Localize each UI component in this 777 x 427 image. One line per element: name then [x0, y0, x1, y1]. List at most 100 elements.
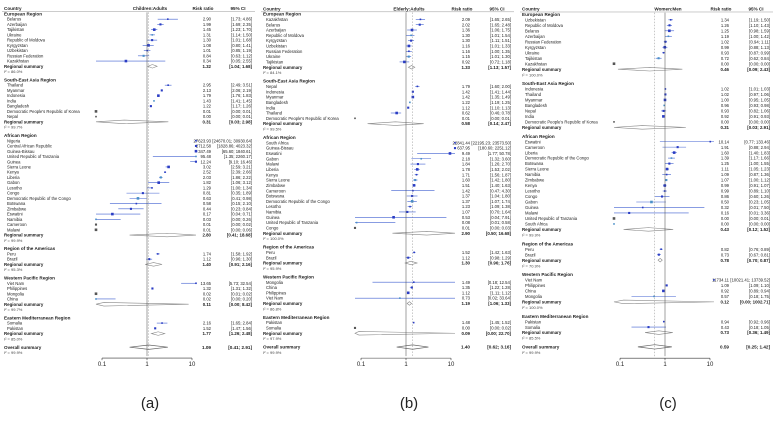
region-heading: European Region — [522, 12, 560, 17]
region-heading: Region of the Americas — [522, 241, 574, 246]
summary-diamond — [623, 227, 674, 232]
effect-square — [416, 85, 419, 88]
ci-value: [0.97; 1.06] — [749, 92, 770, 97]
risk-ratio-value: 2.18 — [462, 156, 471, 161]
x-tick-label: 10 — [448, 362, 455, 368]
effect-square — [613, 223, 615, 225]
ci-value: [65.60; 1840.61] — [222, 149, 252, 154]
effect-square — [453, 147, 457, 150]
overall-ci: [0.62; 3.16] — [487, 345, 511, 350]
ci-value: [0.23; 0.84] — [231, 206, 252, 211]
country-label: Liberia — [525, 150, 538, 155]
ci-value: [180.60; 2251.12] — [478, 146, 511, 151]
effect-square — [419, 18, 422, 21]
country-label: Myanmar — [266, 95, 284, 100]
country-label: Democratic People's Republic of Korea — [266, 116, 339, 121]
country-label: Eswatini — [266, 151, 282, 156]
effect-square — [410, 39, 413, 42]
region-heading: Western Pacific Region — [4, 276, 55, 281]
risk-ratio-value: 1.99 — [203, 22, 212, 27]
summary-risk-ratio: 1.32 — [202, 64, 211, 69]
country-label: Somalia — [525, 325, 541, 330]
country-label: Liberia — [266, 167, 279, 172]
country-label: Pakistan — [266, 320, 283, 325]
country-label: Liberia — [7, 175, 20, 180]
ci-value: [0.88; 1.13] — [749, 45, 770, 50]
header-comparison: Elderly:Adults — [393, 6, 425, 11]
summary-risk-ratio: 0.11 — [203, 302, 212, 307]
ci-value: [0.00; 0.26] — [231, 217, 252, 222]
overall-summary-label: Overall summary — [4, 345, 42, 350]
summary-diamond — [657, 257, 663, 263]
ci-value: [0.18; 1.05] — [749, 325, 770, 330]
ci-value: [1828.86; 4023.32] — [217, 144, 252, 149]
effect-square — [612, 217, 616, 220]
summary-ci: [1.04; 1.68] — [229, 64, 252, 69]
summary-ci: [0.00; 1002.71] — [740, 300, 771, 305]
risk-ratio-value: 0.96 — [721, 103, 730, 108]
regional-summary-label: Regional summary — [522, 300, 562, 305]
ci-value: [1.42; 1.63] — [490, 250, 511, 255]
effect-square — [94, 223, 98, 226]
risk-ratio-value: 1.19 — [721, 34, 730, 39]
risk-ratio-value: 1.49 — [462, 280, 471, 285]
regional-summary-label: Regional summary — [263, 65, 303, 70]
country-label: Central African Republic — [7, 144, 52, 149]
ci-value: [0.87; 0.99] — [749, 50, 770, 55]
regional-summary-label: Regional summary — [4, 233, 44, 238]
risk-ratio-value: 12.24 — [201, 159, 212, 164]
risk-ratio-value: 0.94 — [721, 319, 730, 324]
risk-ratio-value: 0.93 — [721, 50, 730, 55]
effect-square — [660, 248, 662, 250]
effect-square — [641, 206, 644, 209]
risk-ratio-value: 1.42 — [462, 95, 471, 100]
ci-value: [1.01; 1.30] — [490, 54, 511, 59]
summary-ci: [0.14; 2.47] — [488, 121, 511, 126]
summary-risk-ratio: 0.78 — [720, 258, 729, 263]
country-label: Mongolia — [7, 291, 25, 296]
country-label: Ukraine — [266, 54, 281, 59]
overall-diamond — [129, 344, 168, 350]
ci-value: [0.82; 1.06] — [749, 109, 770, 114]
effect-square — [409, 205, 411, 208]
effect-square — [159, 176, 162, 179]
region-heading: Eastern Mediterranean Region — [4, 315, 71, 320]
country-label: Pakistan — [7, 326, 24, 331]
ci-value: [2.49; 3.51] — [231, 83, 252, 88]
ci-value: [0.05; 2.55] — [231, 59, 252, 64]
heterogeneity-label: I² = 86.8% — [263, 306, 282, 311]
risk-ratio-value: 2.16 — [203, 321, 212, 326]
country-label: Republic of Moldova — [525, 23, 564, 28]
effect-square — [653, 295, 655, 298]
risk-ratio-value: 0.34 — [203, 59, 212, 64]
ci-value: [1.47; 1.56] — [231, 326, 252, 331]
country-label: Viet Nam — [266, 296, 284, 301]
risk-ratio-value: 0.00 — [721, 216, 730, 221]
country-label: Congo — [525, 194, 538, 199]
heterogeneity-label: I² = 100.0% — [263, 236, 284, 241]
risk-ratio-value: 1.60 — [721, 150, 730, 155]
ci-value: [0.04; 7.91] — [490, 215, 511, 220]
effect-square — [194, 144, 198, 148]
ci-value: [0.85; 1.19] — [231, 48, 252, 53]
effect-square — [406, 210, 409, 214]
country-label: Viet Nam — [7, 281, 25, 286]
ci-value: [1.65; 2.84] — [231, 321, 252, 326]
x-tick-label: 0.1 — [98, 362, 107, 368]
effect-square — [124, 59, 128, 63]
header-country: Country — [263, 6, 281, 11]
x-tick-label: 1 — [404, 362, 408, 368]
risk-ratio-value: 22841.44 — [453, 140, 471, 145]
ci-value: [1.00; 1.34] — [231, 185, 252, 190]
country-label: Kazakhstan — [525, 61, 548, 66]
region-heading: Eastern Mediterranean Region — [522, 314, 589, 319]
country-label: Azerbaijan — [7, 22, 27, 27]
risk-ratio-value: 0.92 — [721, 114, 730, 119]
risk-ratio-value: 1.30 — [462, 33, 471, 38]
effect-square — [149, 105, 152, 108]
effect-square — [167, 165, 170, 169]
x-tick-label: 10 — [189, 362, 196, 368]
risk-ratio-value: 1.11 — [721, 167, 730, 172]
x-tick-label: 0.1 — [616, 362, 625, 368]
country-label: Kyrgyzstan — [266, 38, 287, 43]
